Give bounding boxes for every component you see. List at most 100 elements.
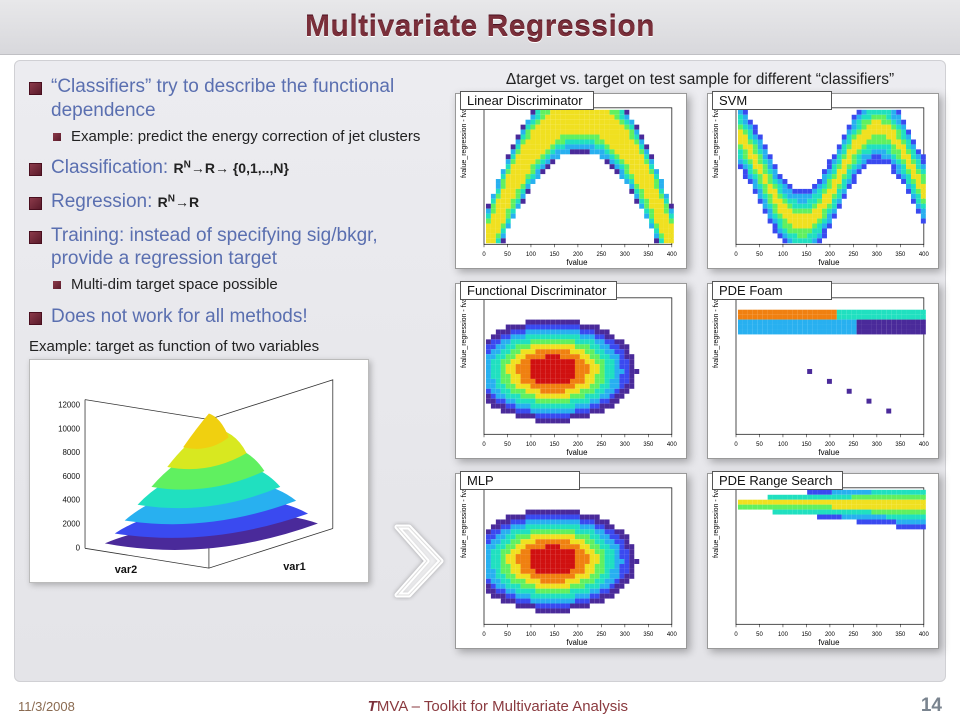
svg-text:250: 250 [596, 632, 607, 638]
svg-text:8000: 8000 [62, 448, 80, 457]
svg-text:100: 100 [526, 632, 537, 638]
svg-text:400: 400 [919, 252, 930, 258]
svg-text:fvalue: fvalue [566, 638, 588, 647]
var1-label: var1 [283, 561, 305, 573]
bullet-item: Classification: RN→R→ {0,1,..,N} [29, 156, 439, 180]
svg-text:6000: 6000 [62, 472, 80, 481]
svg-text:300: 300 [620, 252, 631, 258]
bullet-list: “Classifiers” try to describe the functi… [29, 75, 439, 328]
svg-text:0: 0 [482, 632, 486, 638]
svg-text:350: 350 [895, 252, 906, 258]
svg-text:50: 50 [504, 252, 511, 258]
svg-text:0: 0 [482, 252, 486, 258]
svg-text:400: 400 [667, 632, 678, 638]
svg-text:4000: 4000 [62, 496, 80, 505]
svg-text:fvalue: fvalue [818, 258, 840, 267]
bullet-item: Regression: RN→R [29, 190, 439, 214]
left-column: “Classifiers” try to describe the functi… [29, 75, 439, 583]
svg-text:0: 0 [734, 252, 738, 258]
bullet-text: Training: instead of specifying sig/bkgr… [51, 225, 378, 270]
footer-prefix: T [368, 698, 377, 715]
bullet-item: “Classifiers” try to describe the functi… [29, 75, 439, 146]
panel-label: Linear Discriminator [460, 91, 594, 110]
svg-text:150: 150 [801, 632, 812, 638]
svg-text:50: 50 [504, 632, 511, 638]
svg-text:300: 300 [872, 442, 883, 448]
svg-text:50: 50 [756, 442, 763, 448]
svg-text:350: 350 [643, 252, 654, 258]
content-area: “Classifiers” try to describe the functi… [14, 60, 946, 682]
svg-text:350: 350 [895, 632, 906, 638]
svg-text:400: 400 [919, 442, 930, 448]
svg-text:300: 300 [872, 632, 883, 638]
svg-text:2000: 2000 [62, 520, 80, 529]
mapping-text: RN→R [158, 194, 199, 210]
svg-text:400: 400 [667, 442, 678, 448]
panel-label: PDE Range Search [712, 471, 843, 490]
svg-text:100: 100 [526, 252, 537, 258]
svg-text:350: 350 [643, 442, 654, 448]
figure-3d-surface: 02000 40006000 800010000 12000 fvalue va… [29, 359, 369, 583]
bullet-item: Training: instead of specifying sig/bkgr… [29, 224, 439, 295]
svg-text:100: 100 [778, 632, 789, 638]
svg-text:10000: 10000 [58, 425, 81, 434]
svg-text:250: 250 [848, 252, 859, 258]
svg-text:0: 0 [734, 632, 738, 638]
svg-text:fvalue: fvalue [818, 638, 840, 647]
footer-center: TMVA – Toolkit for Multivariate Analysis [368, 698, 628, 715]
svg-text:fvalue: fvalue [818, 448, 840, 457]
footer-page: 14 [921, 695, 942, 717]
svg-text:300: 300 [620, 632, 631, 638]
svg-text:300: 300 [872, 252, 883, 258]
svg-text:0: 0 [482, 442, 486, 448]
bullet-text: Regression: [51, 191, 152, 212]
svg-text:100: 100 [778, 252, 789, 258]
bullet-text: Classification: [51, 157, 168, 178]
svg-text:50: 50 [756, 252, 763, 258]
delta-caption: Δtarget vs. target on test sample for di… [455, 71, 945, 89]
sub-list: Multi-dim target space possible [51, 275, 439, 295]
heatmap-panel: Linear Discriminator 0501001502002503003… [455, 93, 687, 269]
footer-date: 11/3/2008 [18, 699, 75, 714]
svg-text:250: 250 [596, 442, 607, 448]
svg-text:300: 300 [620, 442, 631, 448]
svg-text:400: 400 [919, 632, 930, 638]
svg-text:100: 100 [526, 442, 537, 448]
example-caption: Example: target as function of two varia… [29, 338, 439, 355]
right-column: Δtarget vs. target on test sample for di… [455, 71, 945, 649]
footer: 11/3/2008 TMVA – Toolkit for Multivariat… [0, 692, 960, 720]
svg-text:150: 150 [801, 442, 812, 448]
title-bar: Multivariate Regression [0, 0, 960, 55]
panel-label: Functional Discriminator [460, 281, 617, 300]
panel-grid: Linear Discriminator 0501001502002503003… [455, 93, 945, 649]
bullet-item: Does not work for all methods! [29, 305, 439, 329]
heatmap-panel: PDE Foam 050100150200250300350400fvalue … [707, 283, 939, 459]
bullet-text: Does not work for all methods! [51, 306, 308, 327]
svg-text:150: 150 [549, 442, 560, 448]
panel-label: PDE Foam [712, 281, 832, 300]
mapping-text: RN→R→ {0,1,..,N} [174, 160, 289, 176]
sub-item: Example: predict the energy correction o… [51, 127, 439, 147]
panel-label: SVM [712, 91, 832, 110]
svg-text:fvalue: fvalue [566, 258, 588, 267]
svg-text:12000: 12000 [58, 401, 81, 410]
svg-text:150: 150 [801, 252, 812, 258]
arrow-chevron-icon [389, 521, 449, 601]
svg-text:250: 250 [848, 632, 859, 638]
heatmap-panel: MLP 050100150200250300350400fvalue fvalu… [455, 473, 687, 649]
bullet-text: “Classifiers” try to describe the functi… [51, 76, 394, 121]
svg-text:50: 50 [756, 632, 763, 638]
sub-list: Example: predict the energy correction o… [51, 127, 439, 147]
svg-text:400: 400 [667, 252, 678, 258]
svg-text:350: 350 [895, 442, 906, 448]
svg-text:100: 100 [778, 442, 789, 448]
svg-text:250: 250 [848, 442, 859, 448]
var2-label: var2 [115, 564, 137, 576]
svg-text:0: 0 [76, 544, 81, 553]
svg-text:350: 350 [643, 632, 654, 638]
slide-title: Multivariate Regression [305, 10, 655, 44]
heatmap-panel: Functional Discriminator 050100150200250… [455, 283, 687, 459]
svg-text:150: 150 [549, 252, 560, 258]
heatmap-panel: PDE Range Search 05010015020025030035040… [707, 473, 939, 649]
panel-label: MLP [460, 471, 580, 490]
